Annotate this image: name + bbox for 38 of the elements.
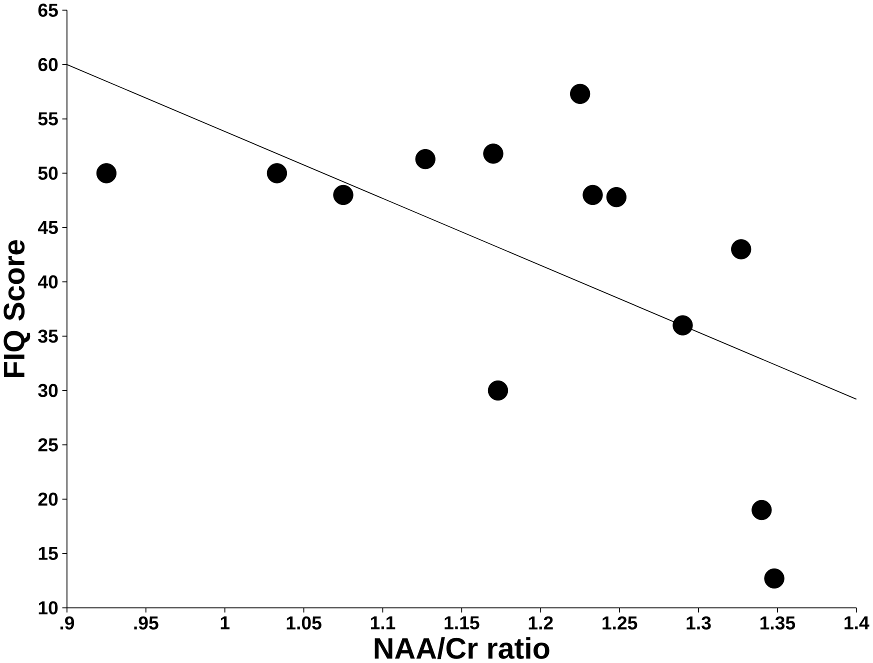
point	[483, 144, 504, 164]
x-tick-label: 1.4	[844, 616, 870, 630]
x-tick-label: .9	[60, 616, 74, 630]
x-tick-label: 1	[220, 616, 230, 630]
point	[672, 315, 693, 336]
y-tick-label: 65	[38, 4, 58, 17]
y-tick-label: 30	[38, 384, 58, 398]
y-axis-title: FIQ Score	[4, 240, 30, 378]
point	[266, 163, 288, 184]
point	[96, 163, 117, 184]
y-tick-label: 10	[38, 601, 58, 615]
point	[752, 500, 772, 520]
point	[731, 239, 752, 260]
point	[333, 184, 354, 206]
point	[570, 84, 590, 104]
point	[582, 184, 603, 206]
x-tick-label: 1.3	[686, 616, 711, 630]
y-tick-label: 55	[38, 112, 58, 126]
point	[488, 380, 508, 401]
y-tick-label: 15	[38, 547, 58, 560]
point	[606, 187, 626, 208]
y-tick-label: 40	[38, 275, 58, 289]
y-tick-label: 25	[38, 438, 58, 452]
y-tick-label: 50	[38, 166, 58, 180]
point	[764, 568, 784, 589]
x-axis-title: NAA/Cr ratio	[374, 637, 550, 660]
x-tick-label: 1.1	[370, 616, 396, 630]
x-tick-label: 1.35	[760, 616, 796, 630]
x-tick-label: .95	[134, 616, 158, 630]
x-tick-label: 1.2	[528, 616, 553, 630]
x-tick-label: 1.15	[444, 616, 480, 630]
x-tick-label: 1.25	[602, 616, 638, 630]
y-tick-label: 60	[38, 58, 58, 72]
y-tick-label: 45	[38, 221, 58, 234]
y-tick-label: 20	[38, 492, 58, 506]
point	[415, 149, 436, 170]
y-tick-label: 35	[38, 330, 58, 343]
x-tick-label: 1.05	[286, 616, 322, 630]
